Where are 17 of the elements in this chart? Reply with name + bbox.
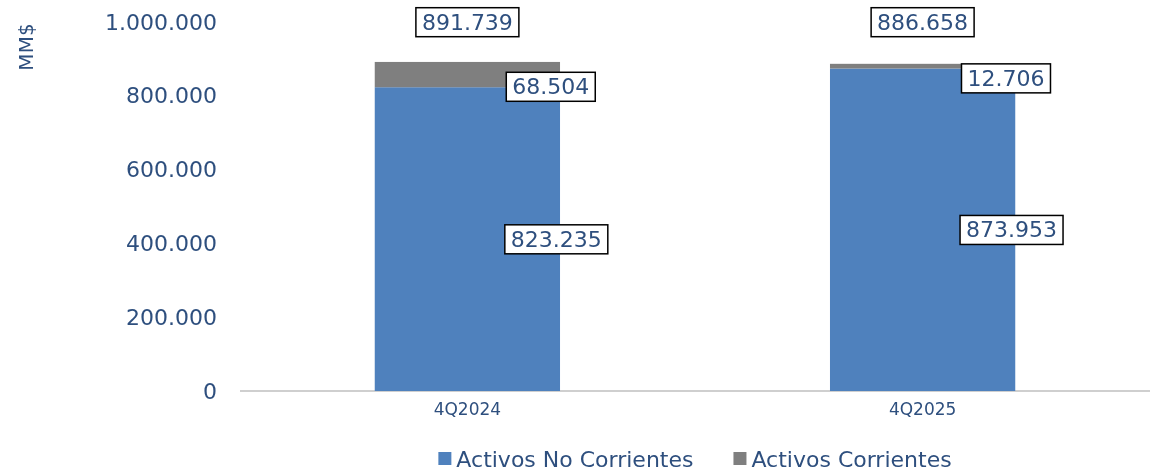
total-label: 891.739 <box>421 9 513 35</box>
y-tick-label: 200.000 <box>126 304 217 330</box>
y-tick-label: 600.000 <box>126 157 217 183</box>
y-tick-label: 0 <box>203 378 217 404</box>
data-label: 68.504 <box>512 74 590 100</box>
x-tick-label: 4Q2025 <box>888 399 957 420</box>
data-label: 12.706 <box>967 65 1045 91</box>
y-tick-label: 800.000 <box>126 83 217 109</box>
legend-label: Activos Corrientes <box>751 446 952 472</box>
data-label: 823.235 <box>510 226 602 252</box>
y-tick-label: 400.000 <box>126 230 217 256</box>
y-tick-label: 1.000.000 <box>105 9 217 35</box>
y-axis-title: MM$ <box>14 23 38 71</box>
total-label: 886.658 <box>877 9 969 35</box>
data-label: 873.953 <box>966 217 1058 243</box>
legend-label: Activos No Corrientes <box>456 446 694 472</box>
x-tick-label: 4Q2024 <box>433 399 502 420</box>
